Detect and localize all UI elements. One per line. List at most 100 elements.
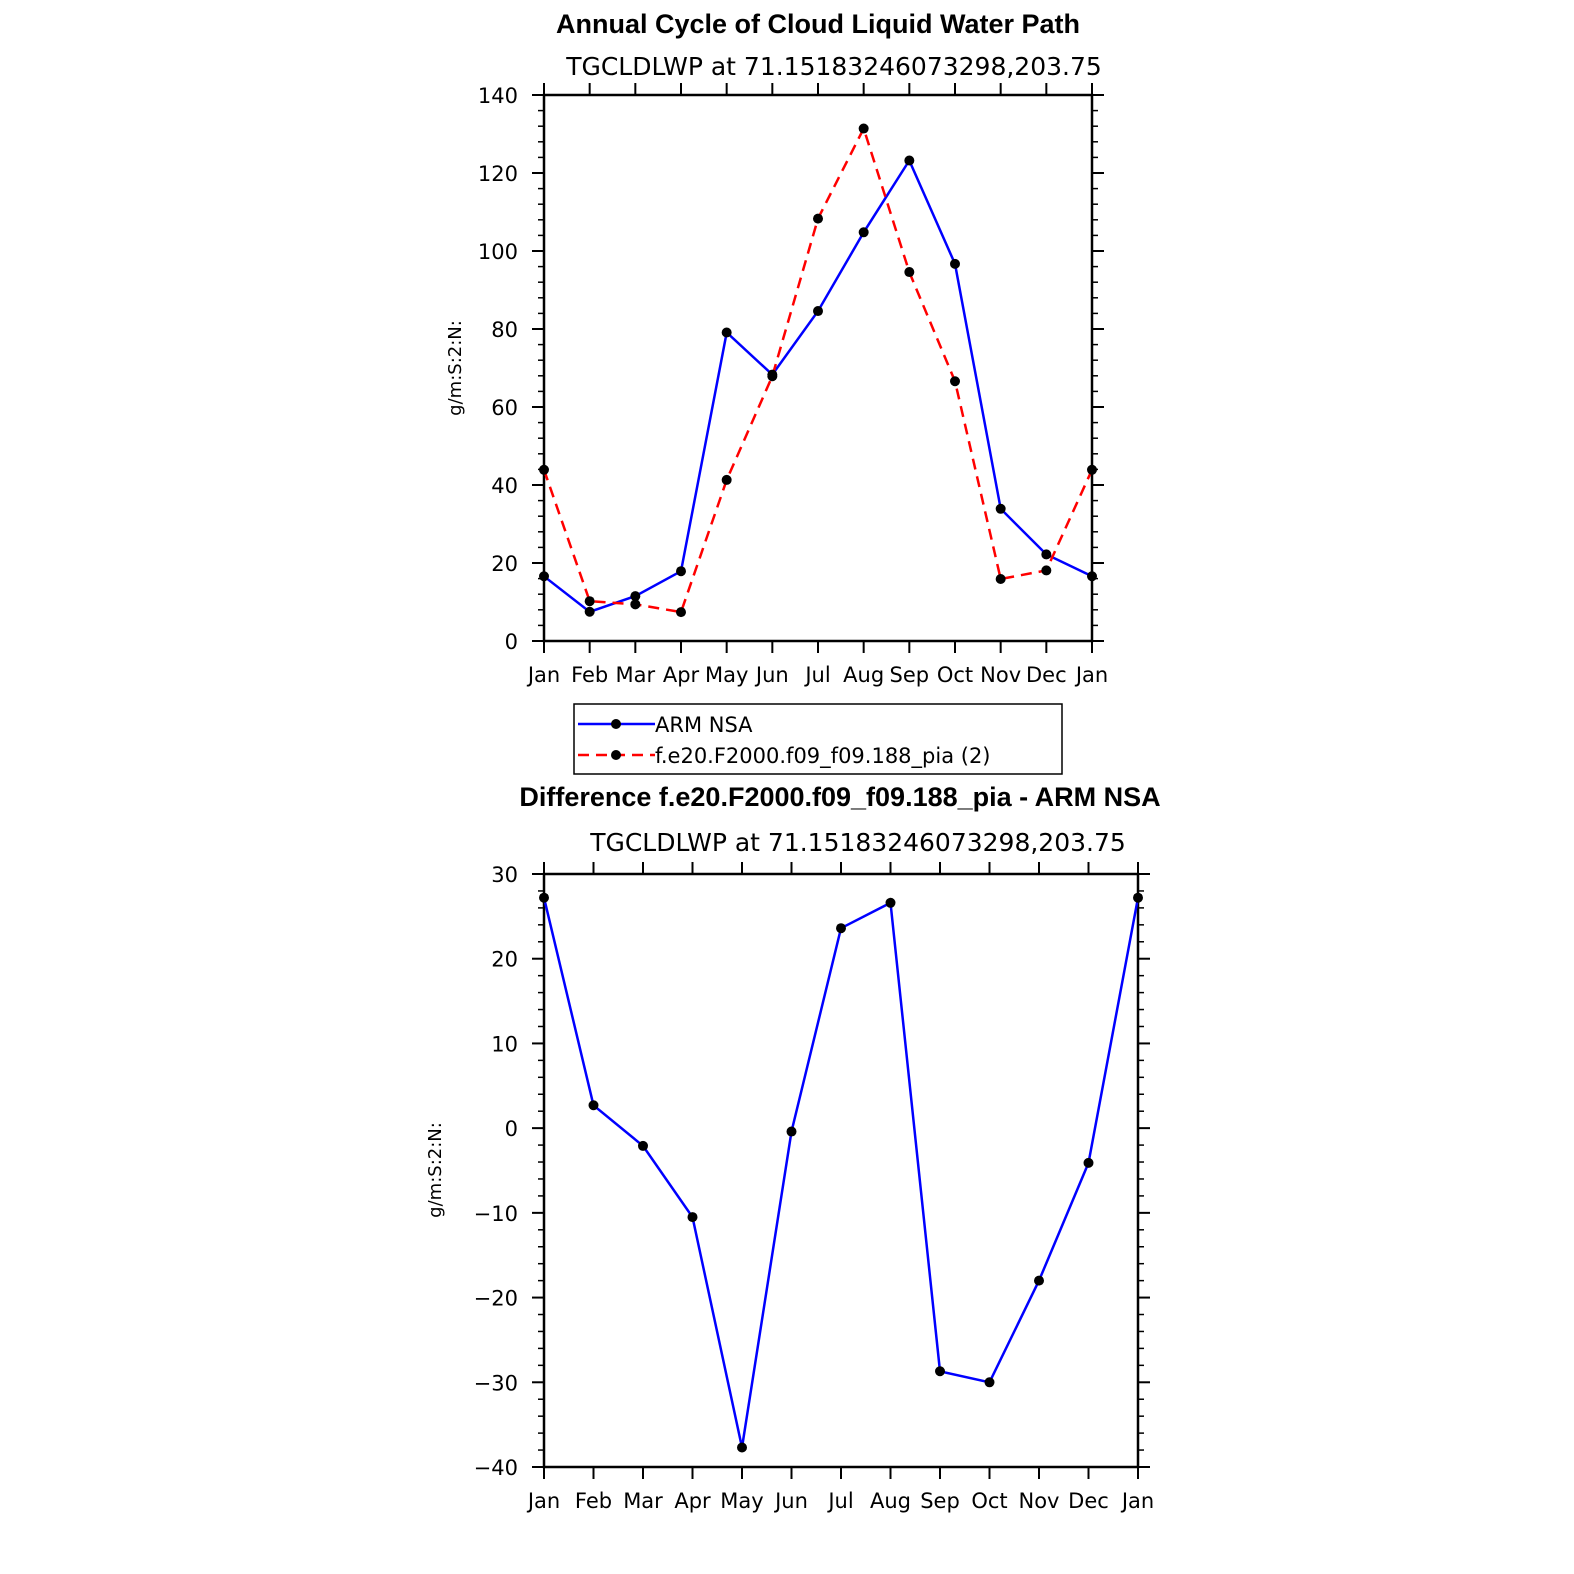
x-tick-label: Jul xyxy=(803,663,830,687)
legend-box xyxy=(573,703,1063,775)
x-tick-label: Dec xyxy=(1026,663,1067,687)
y-tick-label: 10 xyxy=(491,1032,518,1056)
x-tick-label: Feb xyxy=(571,663,608,687)
data-point-0 xyxy=(721,327,732,338)
data-point-0 xyxy=(984,1377,995,1388)
data-point-0 xyxy=(885,897,896,908)
y-tick-label: 140 xyxy=(478,84,518,108)
x-tick-label: Aug xyxy=(843,663,884,687)
data-point-1 xyxy=(950,376,960,387)
y-tick-label: 40 xyxy=(491,474,518,498)
legend-label-model: f.e20.F2000.f09_f09.188_pia (2) xyxy=(655,744,991,769)
x-tick-label: Jul xyxy=(826,1489,853,1513)
x-tick-label: Oct xyxy=(971,1489,1007,1513)
legend-marker-arm-nsa xyxy=(611,719,621,729)
data-point-0 xyxy=(950,258,960,269)
x-tick-label: Jan xyxy=(1074,663,1108,687)
x-tick-label: May xyxy=(705,663,748,687)
y-tick-label: −20 xyxy=(474,1287,518,1311)
x-tick-label: Mar xyxy=(616,663,656,687)
data-point-1 xyxy=(676,607,686,618)
data-point-0 xyxy=(539,571,549,582)
y-axis-label: g/m:S:2:N: xyxy=(445,320,466,416)
data-point-0 xyxy=(1087,571,1097,582)
plot-frame xyxy=(542,872,1140,1469)
data-point-0 xyxy=(584,606,595,617)
y-tick-label: −30 xyxy=(474,1371,518,1395)
legend-marker-model xyxy=(611,750,621,760)
x-tick-label: Dec xyxy=(1068,1489,1109,1513)
plot-frame xyxy=(542,93,1094,643)
x-tick-label: Jan xyxy=(526,1489,560,1513)
chart-title: Difference f.e20.F2000.f09_f09.188_pia -… xyxy=(519,782,1160,812)
x-tick-label: Aug xyxy=(870,1489,911,1513)
plot-area: 0 20 40 60 80 100 120 140 Jan Feb Mar Apr May Jun Jul A… xyxy=(478,83,1108,687)
x-tick-label: Jun xyxy=(773,1489,808,1513)
y-tick-label: 20 xyxy=(491,948,518,972)
data-point-0 xyxy=(630,591,641,602)
data-point-1 xyxy=(1087,464,1097,475)
data-point-0 xyxy=(539,892,549,903)
data-point-1 xyxy=(995,573,1006,584)
data-point-1 xyxy=(1041,565,1052,576)
data-point-0 xyxy=(1034,1275,1044,1286)
x-tick-label: Oct xyxy=(937,663,973,687)
y-tick-label: 120 xyxy=(478,162,518,186)
x-tick-label: Mar xyxy=(623,1489,663,1513)
data-point-0 xyxy=(638,1140,648,1151)
data-point-0 xyxy=(676,566,686,577)
y-axis-label: g/m:S:2:N: xyxy=(425,1122,446,1218)
data-point-1 xyxy=(904,267,915,278)
x-tick-label: Apr xyxy=(663,663,700,687)
legend-label-arm-nsa: ARM NSA xyxy=(655,713,753,737)
y-tick-label: −40 xyxy=(474,1456,518,1480)
y-tick-label: 0 xyxy=(505,630,518,654)
y-tick-label: 60 xyxy=(491,396,518,420)
plot-area: −40 −30 −20 −10 0 10 20 30 Jan Feb Mar Apr May Jun Jul… xyxy=(474,862,1154,1513)
y-tick-label: 20 xyxy=(491,552,518,576)
data-point-0 xyxy=(836,923,846,934)
data-point-0 xyxy=(1041,549,1052,560)
data-point-0 xyxy=(858,227,869,238)
y-tick-label: 80 xyxy=(491,318,518,342)
chart-subtitle: TGCLDLWP at 71.15183246073298,203.75 xyxy=(589,828,1126,857)
x-tick-label: Sep xyxy=(920,1489,960,1513)
y-tick-label: 0 xyxy=(505,1117,518,1141)
data-point-0 xyxy=(904,155,915,166)
x-tick-label: Jun xyxy=(754,663,789,687)
data-point-1 xyxy=(539,464,549,475)
data-point-0 xyxy=(1133,892,1143,903)
x-tick-label: Nov xyxy=(1019,1489,1060,1513)
chart-title: Annual Cycle of Cloud Liquid Water Path xyxy=(556,9,1080,39)
data-point-0 xyxy=(786,1126,797,1137)
series-line-1 xyxy=(542,125,1094,614)
data-point-0 xyxy=(687,1212,698,1223)
data-point-1 xyxy=(721,474,732,485)
series-line-0 xyxy=(543,157,1093,614)
data-point-0 xyxy=(1083,1157,1094,1168)
legend: ARM NSA f.e20.F2000.f09_f09.188_pia (2) xyxy=(573,703,1063,775)
data-point-1 xyxy=(630,599,641,610)
x-tick-label: Nov xyxy=(980,663,1021,687)
data-point-0 xyxy=(935,1366,945,1377)
data-point-1 xyxy=(858,123,869,134)
data-point-1 xyxy=(813,213,823,224)
x-tick-label: Jan xyxy=(526,663,560,687)
y-tick-label: −10 xyxy=(474,1202,518,1226)
data-point-0 xyxy=(995,503,1006,514)
x-tick-label: Apr xyxy=(674,1489,711,1513)
difference-panel: Difference f.e20.F2000.f09_f09.188_pia -… xyxy=(425,782,1161,1513)
data-point-0 xyxy=(737,1442,747,1453)
data-point-0 xyxy=(813,306,823,317)
data-point-1 xyxy=(584,596,595,607)
x-tick-label: May xyxy=(720,1489,763,1513)
series-line-0 xyxy=(542,897,1140,1448)
annual-cycle-panel: Annual Cycle of Cloud Liquid Water Path … xyxy=(445,9,1108,687)
y-tick-label: 100 xyxy=(478,240,518,264)
x-tick-label: Feb xyxy=(575,1489,612,1513)
chart-subtitle: TGCLDLWP at 71.15183246073298,203.75 xyxy=(565,52,1102,81)
data-point-1 xyxy=(767,371,778,382)
y-tick-label: 30 xyxy=(491,863,518,887)
